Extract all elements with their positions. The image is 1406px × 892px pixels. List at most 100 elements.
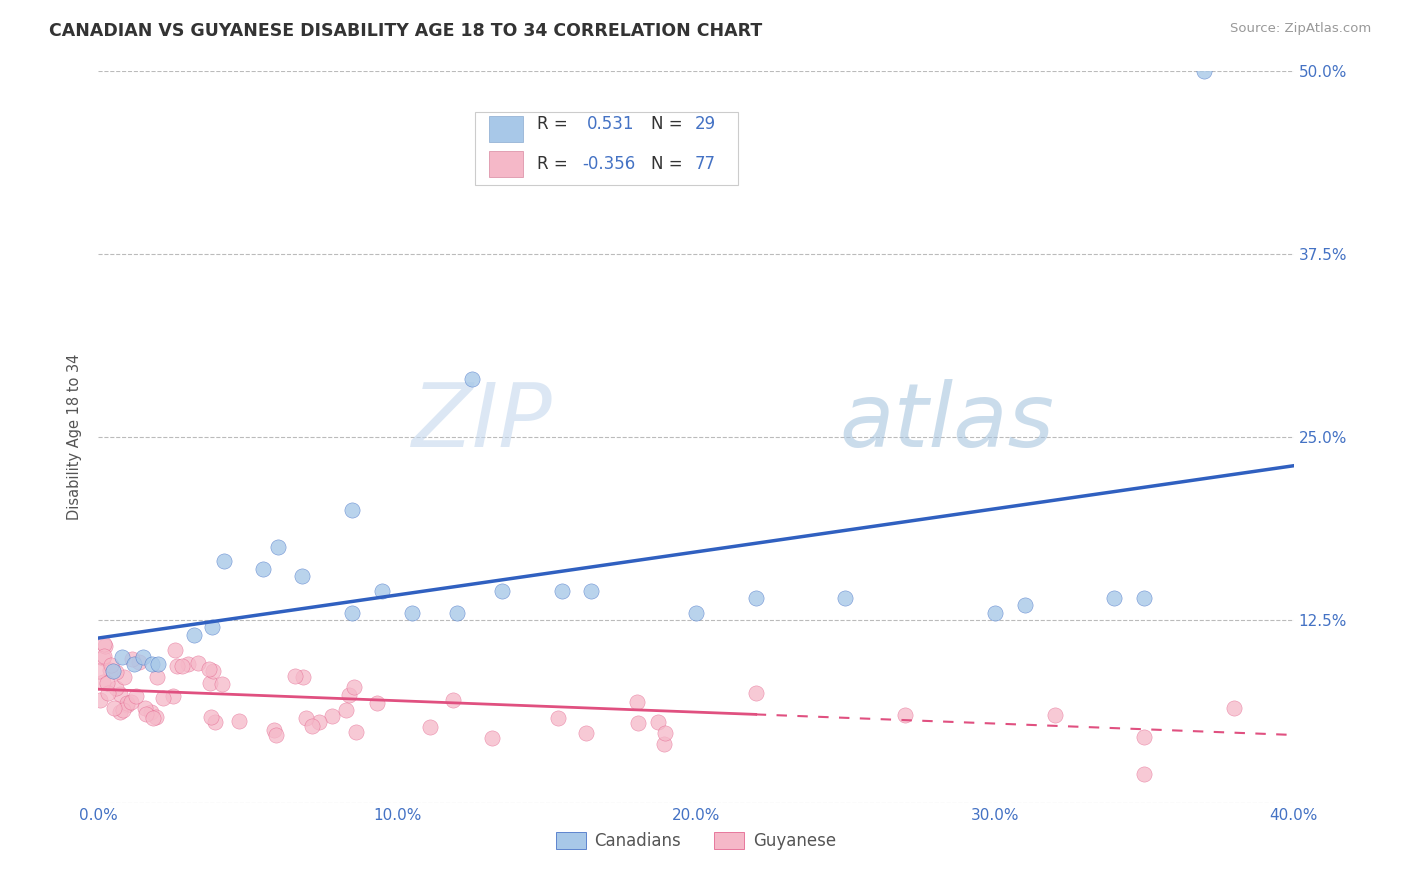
- Point: [176, 657, 198, 671]
- Point: [96, 676, 118, 690]
- Point: [141, 657, 163, 671]
- Point: [91, 674, 114, 689]
- Text: CANADIAN VS GUYANESE DISABILITY AGE 18 TO 34 CORRELATION CHART: CANADIAN VS GUYANESE DISABILITY AGE 18 T…: [49, 22, 762, 40]
- Point: [342, 606, 364, 620]
- Point: [547, 711, 569, 725]
- Point: [291, 670, 314, 684]
- Point: [115, 698, 138, 712]
- Point: [481, 731, 503, 746]
- Point: [120, 695, 142, 709]
- Text: 0.531: 0.531: [588, 115, 634, 133]
- Point: [1133, 730, 1156, 744]
- Point: [284, 669, 307, 683]
- Point: [152, 691, 174, 706]
- Point: [295, 711, 318, 725]
- Point: [105, 665, 128, 679]
- Point: [170, 659, 193, 673]
- Point: [321, 709, 343, 723]
- Text: N =: N =: [651, 155, 682, 173]
- Point: [652, 737, 675, 751]
- Point: [301, 719, 323, 733]
- Point: [145, 710, 167, 724]
- Bar: [489, 151, 523, 178]
- Point: [197, 662, 219, 676]
- Point: [166, 658, 188, 673]
- Point: [745, 591, 768, 605]
- Point: [142, 711, 165, 725]
- Point: [124, 657, 146, 671]
- Point: [419, 720, 441, 734]
- Point: [263, 723, 285, 737]
- Point: [183, 627, 205, 641]
- Point: [335, 703, 357, 717]
- Text: N =: N =: [651, 115, 682, 133]
- Point: [1133, 591, 1156, 605]
- Point: [200, 710, 222, 724]
- Point: [685, 606, 707, 620]
- Point: [1343, 715, 1365, 730]
- Text: 77: 77: [695, 155, 716, 173]
- Point: [163, 643, 186, 657]
- Point: [401, 606, 423, 620]
- Point: [550, 583, 572, 598]
- Point: [135, 706, 157, 721]
- Point: [108, 705, 131, 719]
- Point: [98, 663, 121, 677]
- Legend: Canadians, Guyanese: Canadians, Guyanese: [550, 825, 842, 856]
- Point: [337, 688, 360, 702]
- Point: [103, 701, 125, 715]
- Text: -0.356: -0.356: [582, 155, 636, 173]
- Point: [204, 714, 226, 729]
- Point: [366, 697, 388, 711]
- Point: [132, 649, 155, 664]
- Point: [252, 562, 274, 576]
- Bar: [489, 116, 523, 143]
- Point: [441, 693, 464, 707]
- Point: [342, 503, 364, 517]
- Point: [112, 670, 135, 684]
- Text: R =: R =: [537, 155, 568, 173]
- Point: [121, 652, 143, 666]
- Point: [110, 687, 132, 701]
- Point: [1223, 700, 1246, 714]
- Point: [371, 583, 394, 598]
- Point: [984, 606, 1007, 620]
- Point: [201, 620, 224, 634]
- Point: [291, 569, 314, 583]
- Text: 29: 29: [695, 115, 716, 133]
- Point: [308, 714, 330, 729]
- Point: [87, 664, 110, 678]
- Point: [103, 664, 125, 678]
- Point: [125, 689, 148, 703]
- Point: [834, 591, 856, 605]
- Text: ZIP: ZIP: [412, 379, 553, 466]
- Point: [446, 606, 468, 620]
- Point: [187, 656, 209, 670]
- Point: [343, 680, 366, 694]
- Y-axis label: Disability Age 18 to 34: Disability Age 18 to 34: [67, 354, 83, 520]
- Point: [654, 726, 676, 740]
- Point: [162, 690, 184, 704]
- Point: [647, 715, 669, 730]
- Point: [1014, 599, 1036, 613]
- Point: [626, 695, 648, 709]
- Point: [344, 725, 367, 739]
- Point: [93, 637, 115, 651]
- Text: atlas: atlas: [839, 379, 1054, 466]
- Point: [141, 705, 163, 719]
- Point: [1043, 708, 1066, 723]
- Point: [111, 649, 134, 664]
- Point: [134, 701, 156, 715]
- Point: [745, 686, 768, 700]
- Point: [91, 650, 114, 665]
- Point: [105, 681, 128, 696]
- Point: [211, 677, 233, 691]
- Point: [112, 703, 135, 717]
- Text: R =: R =: [537, 115, 568, 133]
- Point: [581, 583, 603, 598]
- Point: [148, 657, 170, 671]
- Point: [1192, 64, 1215, 78]
- FancyBboxPatch shape: [475, 112, 738, 185]
- Point: [96, 686, 118, 700]
- Point: [146, 670, 169, 684]
